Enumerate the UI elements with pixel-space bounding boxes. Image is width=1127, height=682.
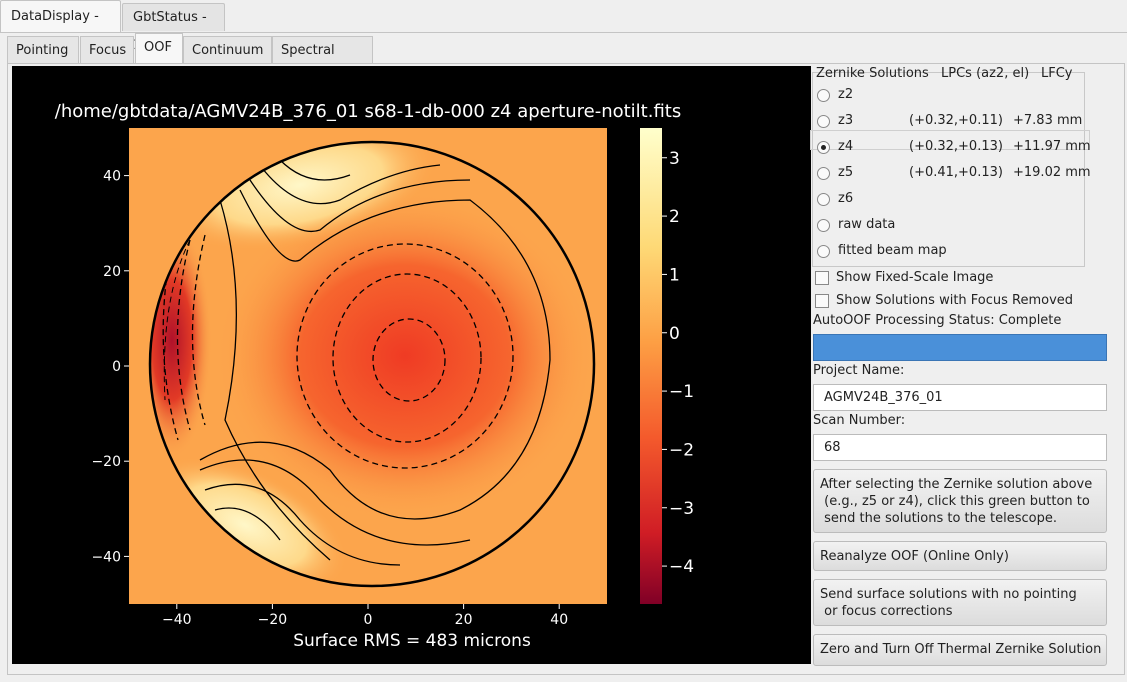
x-tick-label: 40 bbox=[550, 612, 568, 628]
option-lpc: (+0.32,+0.13) bbox=[909, 139, 1003, 154]
y-tick-label: 0 bbox=[112, 359, 121, 375]
tab-panel bbox=[7, 63, 1125, 675]
aperture-edge bbox=[148, 140, 596, 588]
colorbar-tick-label: 2 bbox=[669, 207, 680, 227]
checkbox[interactable] bbox=[815, 294, 829, 308]
option-lfcy: +11.97 mm bbox=[1013, 139, 1091, 154]
option-lpc: (+0.41,+0.13) bbox=[909, 165, 1003, 180]
radio-button[interactable] bbox=[817, 167, 830, 180]
group-header: LFCy bbox=[1041, 66, 1073, 81]
radio-button[interactable] bbox=[817, 219, 830, 232]
button-text[interactable]: send the solutions to the telescope. bbox=[820, 511, 1057, 526]
tab-border bbox=[0, 32, 1127, 33]
checkbox-label[interactable]: Show Solutions with Focus Removed bbox=[836, 293, 1074, 308]
button-text[interactable]: Send surface solutions with no pointing bbox=[820, 587, 1077, 602]
option-name[interactable]: z6 bbox=[838, 191, 854, 206]
button-text[interactable]: After selecting the Zernike solution abo… bbox=[820, 477, 1093, 492]
project-input[interactable]: AGMV24B_376_01 bbox=[813, 384, 1107, 411]
option-lpc: (+0.32,+0.11) bbox=[909, 113, 1003, 128]
colorbar-tick-label: −4 bbox=[669, 557, 694, 577]
group-header: Zernike Solutions bbox=[816, 66, 929, 81]
field-label: Scan Number: bbox=[813, 413, 906, 428]
subtab[interactable]: Focus bbox=[80, 36, 134, 64]
colorbar-tick-label: 0 bbox=[669, 324, 680, 344]
y-tick-label: −40 bbox=[91, 549, 121, 565]
subtab[interactable]: Spectral Line bbox=[272, 36, 373, 86]
colorbar-tick-label: −1 bbox=[669, 382, 694, 402]
radio-button[interactable] bbox=[817, 115, 830, 128]
y-tick-label: 20 bbox=[103, 264, 121, 280]
option-name[interactable]: fitted beam map bbox=[838, 243, 947, 258]
option-name[interactable]: z2 bbox=[838, 87, 854, 102]
option-name[interactable]: raw data bbox=[838, 217, 896, 232]
action-button[interactable]: After selecting the Zernike solution abo… bbox=[813, 469, 1107, 533]
selection-frame bbox=[810, 130, 1090, 150]
colorbar-tick-label: 3 bbox=[669, 149, 680, 169]
oof-plot: /home/gbtdata/AGMV24B_376_01 s68-1-db-00… bbox=[12, 66, 811, 664]
y-tick-label: 40 bbox=[103, 169, 121, 185]
x-tick-label: −40 bbox=[162, 612, 192, 628]
group-header: LPCs (az2, el) bbox=[941, 66, 1030, 81]
option-lfcy: +7.83 mm bbox=[1013, 113, 1083, 128]
tab[interactable]: GbtStatus - 1 bbox=[122, 3, 225, 53]
subtab[interactable]: Pointing bbox=[7, 36, 79, 64]
colorbar-tick-label: −3 bbox=[669, 499, 694, 519]
action-button[interactable]: Reanalyze OOF (Online Only) bbox=[813, 541, 1107, 571]
colorbar-tick-label: −2 bbox=[669, 440, 694, 460]
tab[interactable]: DataDisplay - 1 bbox=[0, 0, 121, 56]
button-text[interactable]: or focus corrections bbox=[820, 604, 953, 619]
zernike-group bbox=[812, 72, 1085, 267]
option-name[interactable]: z5 bbox=[838, 165, 854, 180]
action-button[interactable]: Zero and Turn Off Thermal Zernike Soluti… bbox=[813, 634, 1107, 666]
field-label: Project Name: bbox=[813, 363, 905, 378]
option-lfcy: +19.02 mm bbox=[1013, 165, 1091, 180]
x-tick-label: 0 bbox=[364, 612, 373, 628]
colorbar bbox=[640, 128, 662, 604]
button-text[interactable]: Zero and Turn Off Thermal Zernike Soluti… bbox=[820, 642, 1102, 657]
option-name[interactable]: z3 bbox=[838, 113, 854, 128]
colorbar-tick-label: 1 bbox=[669, 265, 680, 285]
x-tick-label: 20 bbox=[455, 612, 473, 628]
option-name[interactable]: z4 bbox=[838, 139, 854, 154]
status-label: AutoOOF Processing Status: Complete bbox=[813, 313, 1062, 328]
radio-button[interactable] bbox=[817, 89, 830, 102]
subtab[interactable]: Continuum bbox=[183, 36, 272, 64]
button-text[interactable]: Reanalyze OOF (Online Only) bbox=[820, 549, 1009, 564]
checkbox[interactable] bbox=[815, 271, 829, 285]
radio-button[interactable] bbox=[817, 193, 830, 206]
y-tick-label: −20 bbox=[91, 454, 121, 470]
button-text[interactable]: (e.g., z5 or z4), click this green butto… bbox=[820, 494, 1090, 509]
plot-footer: Surface RMS = 483 microns bbox=[293, 631, 531, 651]
scan-input[interactable]: 68 bbox=[813, 434, 1107, 461]
x-tick-label: −20 bbox=[258, 612, 288, 628]
action-button[interactable]: Send surface solutions with no pointing … bbox=[813, 579, 1107, 626]
plot-title: /home/gbtdata/AGMV24B_376_01 s68-1-db-00… bbox=[55, 101, 681, 122]
progress-bar bbox=[813, 334, 1107, 361]
radio-button[interactable] bbox=[817, 141, 830, 154]
subtab[interactable]: OOF bbox=[135, 33, 183, 64]
radio-button[interactable] bbox=[817, 245, 830, 258]
checkbox-label[interactable]: Show Fixed-Scale Image bbox=[836, 270, 994, 285]
